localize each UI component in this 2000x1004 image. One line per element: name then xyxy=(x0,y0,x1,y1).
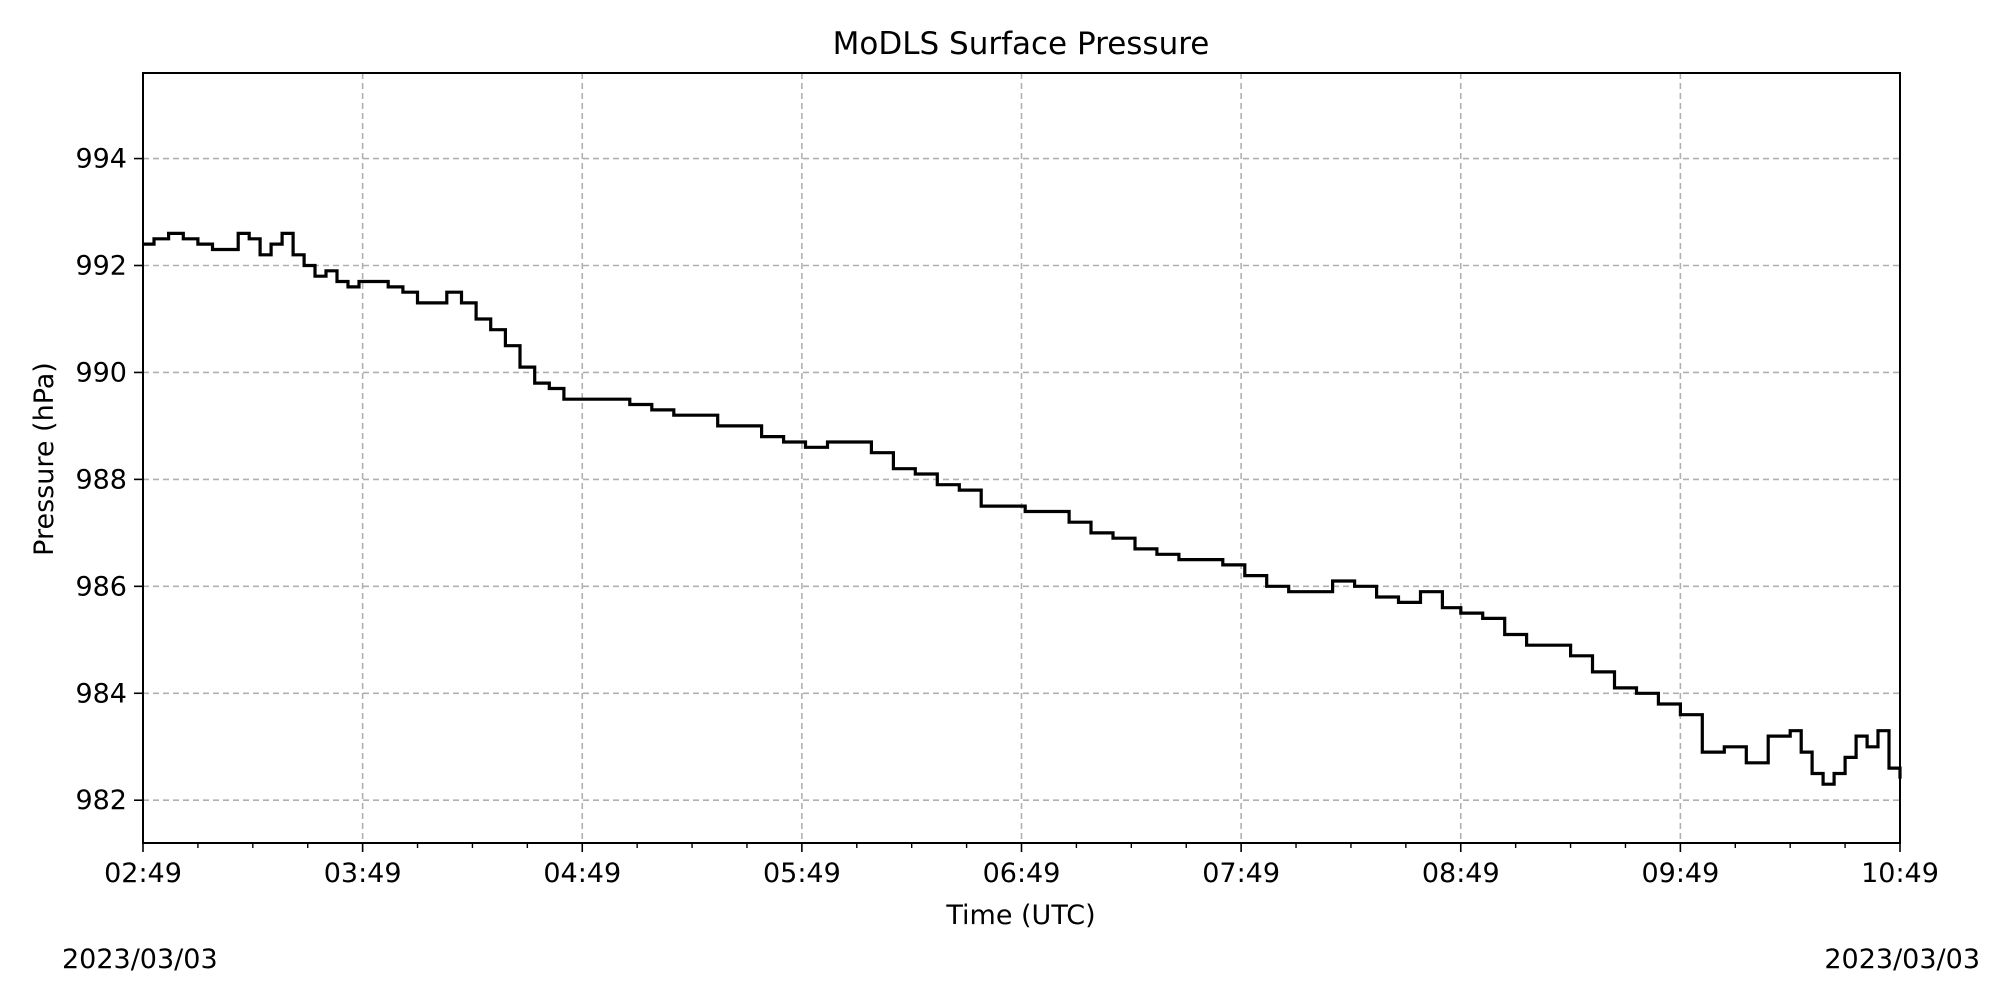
grid-layer xyxy=(143,73,1900,843)
y-tick-label: 982 xyxy=(75,785,127,816)
pressure-series-line xyxy=(143,231,1902,786)
x-tick-label: 07:49 xyxy=(1202,858,1280,889)
y-tick-label: 986 xyxy=(75,571,127,602)
y-tick-label: 992 xyxy=(75,251,127,282)
x-tick-label: 10:49 xyxy=(1861,858,1939,889)
plot-frame xyxy=(142,72,1901,844)
line-layer xyxy=(143,231,1902,786)
end-date-label: 2023/03/03 xyxy=(1824,944,1980,975)
x-tick-label: 05:49 xyxy=(763,858,841,889)
x-tick-label: 06:49 xyxy=(983,858,1061,889)
x-tick-label: 04:49 xyxy=(543,858,621,889)
x-tick-label: 09:49 xyxy=(1641,858,1719,889)
y-axis-label: Pressure (hPa) xyxy=(29,362,60,556)
y-tick-label: 988 xyxy=(75,464,127,495)
y-tick-label: 984 xyxy=(75,678,127,709)
x-tick-label: 02:49 xyxy=(104,858,182,889)
start-date-label: 2023/03/03 xyxy=(62,944,218,975)
x-axis-label: Time (UTC) xyxy=(945,900,1095,931)
x-tick-label: 03:49 xyxy=(324,858,402,889)
axis-layer: 02:49 03:49 04:49 05:49 06:49 07:49 08:49 09:49… xyxy=(75,72,1939,889)
y-tick-label: 994 xyxy=(75,144,127,175)
y-tick-label: 990 xyxy=(75,357,127,388)
x-tick-label: 08:49 xyxy=(1422,858,1500,889)
chart-title: MoDLS Surface Pressure xyxy=(833,26,1210,62)
